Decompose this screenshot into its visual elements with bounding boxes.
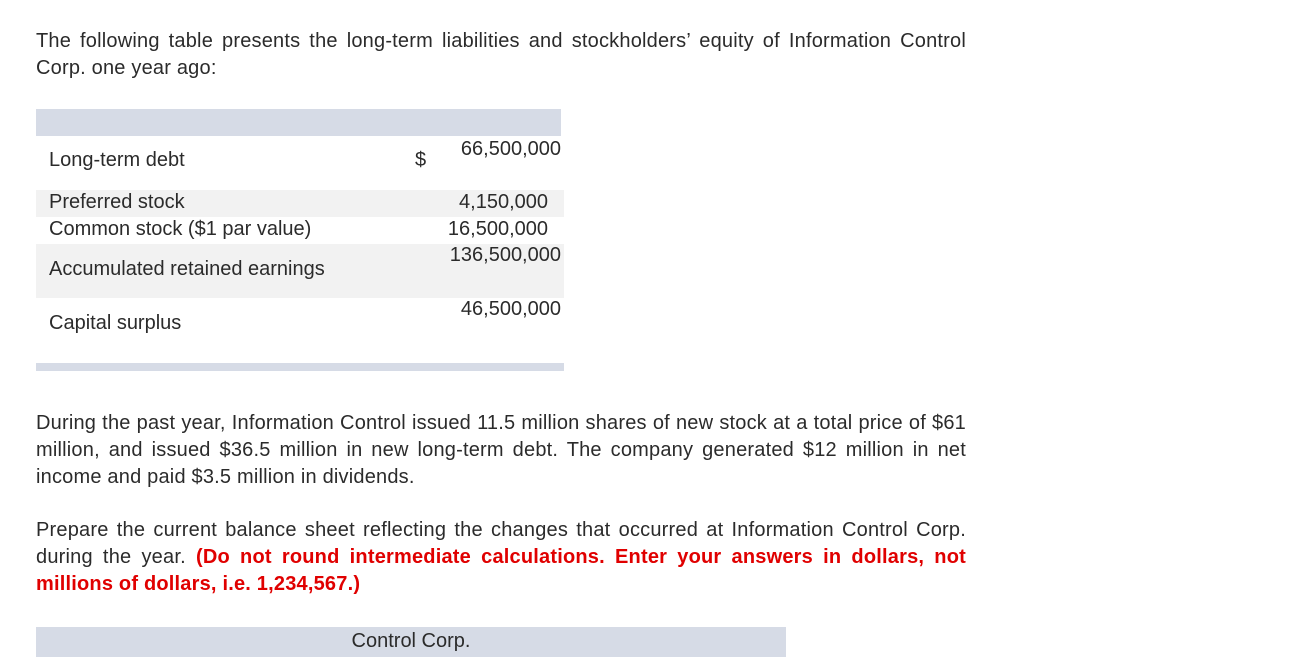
during-paragraph: During the past year, Information Contro…	[36, 412, 966, 488]
row-value-long-term-debt: 66,500,000	[460, 138, 561, 160]
intro-paragraph: The following table presents the long-te…	[36, 30, 966, 79]
row-value-preferred-stock: 4,150,000	[459, 191, 548, 213]
table-row: Long-term debt $ 66,500,000	[36, 136, 564, 190]
row-value-capital-surplus: 46,500,000	[460, 298, 561, 320]
table-row: Accumulated retained earnings 136,500,00…	[36, 244, 564, 298]
table-row: Common stock ($1 par value) 16,500,000	[36, 217, 564, 244]
currency-symbol: $	[415, 149, 427, 171]
row-value-retained-earnings: 136,500,000	[449, 244, 561, 266]
table-footer-bar	[36, 363, 564, 371]
row-label-common-stock: Common stock ($1 par value)	[49, 218, 312, 240]
table-header-bar	[36, 109, 561, 136]
table-row: Capital surplus 46,500,000	[36, 298, 564, 352]
prepare-paragraph: Prepare the current balance sheet reflec…	[36, 517, 966, 598]
instruction-text: (Do not round intermediate calculations.…	[36, 546, 966, 595]
row-label-preferred-stock: Preferred stock	[49, 191, 185, 213]
row-label-retained-earnings: Accumulated retained earnings	[49, 258, 325, 280]
balance-sheet-header: Control Corp.	[36, 627, 786, 657]
row-value-common-stock: 16,500,000	[447, 218, 548, 240]
row-label-capital-surplus: Capital surplus	[49, 312, 182, 334]
table-row: Preferred stock 4,150,000	[36, 190, 564, 217]
row-label-long-term-debt: Long-term debt	[49, 149, 185, 171]
prepare-text: Prepare the current balance sheet reflec…	[36, 519, 966, 568]
